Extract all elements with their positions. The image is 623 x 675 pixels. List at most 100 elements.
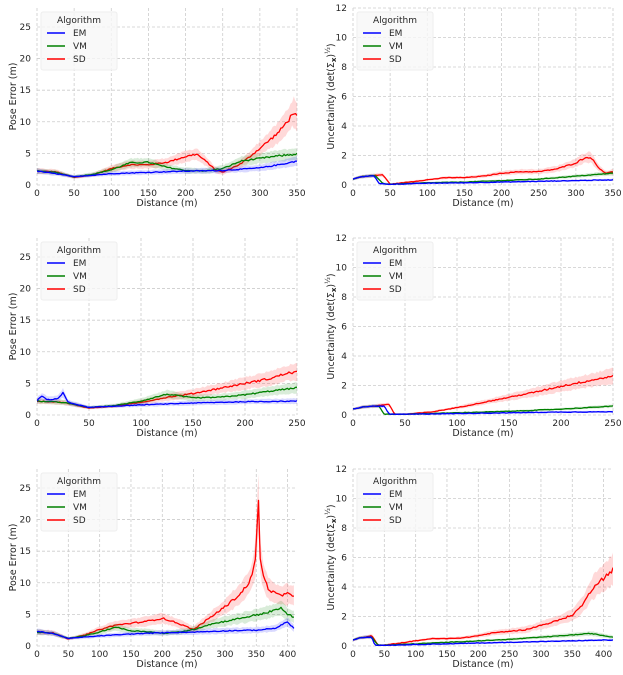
legend: Algorithm EM VM SD	[356, 11, 434, 71]
x-tick-label: 300	[532, 650, 549, 660]
legend-label-EM: EM	[73, 259, 86, 269]
x-tick-label: 150	[438, 650, 455, 660]
y-tick-label: 15	[20, 86, 31, 96]
x-tick-label: 250	[185, 650, 202, 660]
x-tick-label: 200	[154, 650, 171, 660]
series-band-VM	[37, 382, 297, 409]
legend: Algorithm EM VM SD	[40, 472, 118, 532]
series-band-VM	[37, 600, 294, 640]
y-tick-label: 6	[341, 323, 347, 333]
y-tick-label: 6	[341, 93, 347, 103]
y-tick-label: 20	[20, 285, 32, 295]
legend-title: Algorithm	[373, 477, 417, 487]
legend: Algorithm EM VM SD	[356, 241, 434, 301]
x-tick-label: 200	[470, 650, 487, 660]
y-axis-label: Pose Error (m)	[8, 63, 19, 131]
y-tick-label: 10	[20, 118, 32, 128]
x-tick-label: 250	[214, 189, 231, 199]
series-band-EM	[37, 155, 297, 179]
x-tick-label: 0	[34, 189, 40, 199]
y-tick-label: 0	[341, 642, 347, 652]
series-band-SD	[353, 552, 613, 646]
legend-box	[356, 472, 434, 532]
legend-label-EM: EM	[73, 490, 86, 500]
x-tick-label: 400	[595, 650, 612, 660]
y-tick-label: 20	[20, 55, 32, 65]
x-tick-label: 0	[350, 189, 356, 199]
series-line-EM	[37, 391, 297, 409]
x-tick-label: 50	[399, 419, 411, 429]
x-tick-label: 0	[34, 650, 40, 660]
x-tick-label: 200	[236, 419, 253, 429]
y-tick-label: 0	[341, 181, 347, 191]
y-tick-label: 25	[20, 23, 31, 33]
legend-title: Algorithm	[57, 477, 101, 487]
y-tick-label: 12	[336, 465, 347, 475]
x-tick-label: 100	[448, 419, 465, 429]
y-axis-label: Pose Error (m)	[8, 293, 19, 361]
legend-label-SD: SD	[389, 516, 402, 526]
x-axis-label: Distance (m)	[136, 659, 197, 670]
x-axis-label: Distance (m)	[452, 198, 513, 209]
y-tick-label: 15	[20, 547, 31, 557]
legend-label-EM: EM	[389, 29, 402, 39]
y-tick-label: 8	[341, 63, 347, 73]
chart-top-left: 0 50 100 150 200 250 300 350 0 5 10 15 20 25 Distance …	[8, 8, 306, 209]
x-axis-label: Distance (m)	[452, 428, 513, 439]
x-tick-label: 0	[34, 419, 40, 429]
chart-bottom-right: 0 50 100 150 200 250 300 350 400 0 2 4 6 8 10 12 Distanc…	[324, 465, 613, 670]
y-tick-label: 15	[20, 316, 31, 326]
series-band-SD	[37, 473, 294, 641]
x-tick-label: 50	[379, 650, 391, 660]
x-tick-label: 100	[91, 650, 108, 660]
y-tick-label: 0	[25, 642, 31, 652]
y-tick-label: 10	[20, 579, 32, 589]
legend-label-SD: SD	[73, 55, 86, 65]
x-tick-label: 300	[216, 650, 233, 660]
x-tick-label: 150	[184, 419, 201, 429]
legend-label-SD: SD	[389, 285, 402, 295]
y-tick-label: 4	[341, 583, 347, 593]
x-tick-label: 100	[407, 650, 424, 660]
x-axis-label: Distance (m)	[136, 428, 197, 439]
legend-label-SD: SD	[389, 55, 402, 65]
series-band-EM	[37, 388, 297, 409]
x-axis-label: Distance (m)	[452, 659, 513, 670]
x-tick-label: 350	[604, 189, 621, 199]
legend-box	[40, 241, 118, 301]
legend-label-VM: VM	[389, 42, 403, 52]
y-tick-label: 0	[341, 411, 347, 421]
legend-label-SD: SD	[73, 516, 86, 526]
x-tick-label: 150	[122, 650, 139, 660]
y-tick-label: 6	[341, 554, 347, 564]
y-tick-label: 12	[336, 234, 347, 244]
x-tick-label: 200	[552, 419, 569, 429]
y-tick-label: 10	[336, 34, 348, 44]
x-axis-label: Distance (m)	[136, 198, 197, 209]
y-tick-label: 25	[20, 484, 31, 494]
legend-box	[40, 11, 118, 71]
legend-label-VM: VM	[389, 272, 403, 282]
x-tick-label: 100	[103, 189, 120, 199]
legend-title: Algorithm	[57, 16, 101, 26]
chart-top-right: 0 50 100 150 200 250 300 350 0 2 4 6 8 10 12 Distance (…	[324, 4, 622, 209]
x-tick-label: 100	[132, 419, 149, 429]
legend-label-SD: SD	[73, 285, 86, 295]
series-line-SD	[353, 567, 613, 646]
x-tick-label: 50	[63, 650, 75, 660]
x-tick-label: 100	[419, 189, 436, 199]
legend-label-VM: VM	[389, 503, 403, 513]
x-tick-label: 250	[604, 419, 621, 429]
legend-label-EM: EM	[73, 29, 86, 39]
x-tick-label: 300	[567, 189, 584, 199]
x-tick-label: 50	[384, 189, 396, 199]
x-tick-label: 350	[248, 650, 265, 660]
x-tick-label: 0	[350, 419, 356, 429]
x-tick-label: 200	[493, 189, 510, 199]
y-axis-label: Pose Error (m)	[8, 524, 19, 592]
x-tick-label: 250	[288, 419, 305, 429]
legend-label-EM: EM	[389, 259, 402, 269]
series-band-SD	[37, 363, 297, 410]
x-tick-label: 50	[68, 189, 80, 199]
